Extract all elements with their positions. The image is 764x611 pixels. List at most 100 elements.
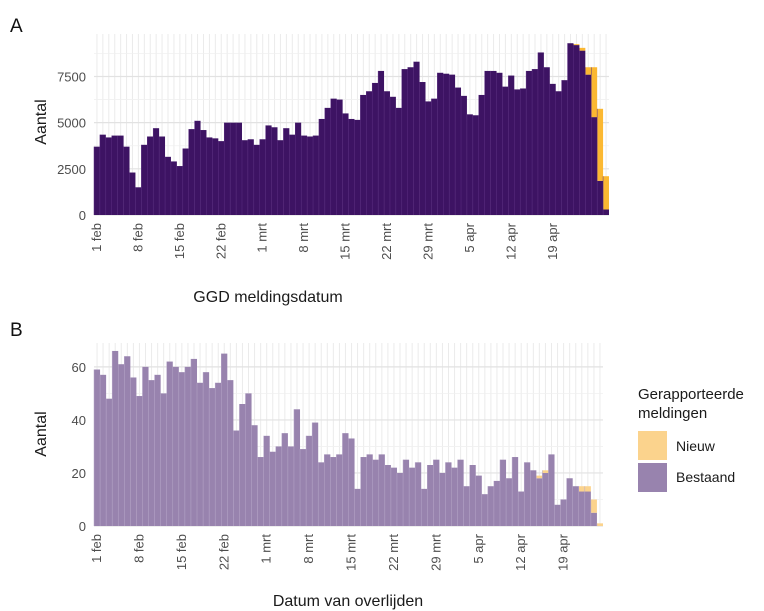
b-bar-bestaand-36 <box>312 422 319 526</box>
b-bar-bestaand-66 <box>493 480 500 526</box>
panel-b-y-axis-title: Aantal <box>33 411 50 456</box>
a-bar-bestaand-58 <box>437 72 444 216</box>
b-bar-bestaand-74 <box>542 472 549 526</box>
a-bar-bestaand-39 <box>324 107 331 215</box>
b-bar-bestaand-25 <box>245 393 252 526</box>
a-bar-bestaand-9 <box>147 136 154 215</box>
b-bar-bestaand-53 <box>415 462 422 526</box>
b-bar-bestaand-37 <box>318 462 325 526</box>
a-bar-bestaand-45 <box>360 94 367 215</box>
a-bar-bestaand-40 <box>330 98 337 215</box>
a-bar-bestaand-33 <box>289 134 296 215</box>
a-bar-bestaand-50 <box>389 96 396 215</box>
a-bar-bestaand-85 <box>597 180 604 215</box>
a-bar-bestaand-68 <box>496 72 503 216</box>
b-bar-bestaand-51 <box>403 459 410 526</box>
a-bar-bestaand-62 <box>461 95 467 215</box>
a-x-tick-label: 1 mrt <box>255 223 270 253</box>
a-bar-bestaand-74 <box>532 69 538 216</box>
a-bar-bestaand-70 <box>508 75 515 215</box>
a-bar-nieuw-86 <box>603 176 609 210</box>
b-bar-bestaand-27 <box>257 457 264 526</box>
b-bar-bestaand-0 <box>94 369 101 526</box>
a-bar-bestaand-72 <box>520 88 527 215</box>
a-bar-bestaand-76 <box>543 67 550 215</box>
a-bar-bestaand-59 <box>443 73 450 215</box>
a-x-tick-label: 29 mrt <box>420 223 435 260</box>
b-bar-bestaand-24 <box>239 404 246 526</box>
a-bar-bestaand-86 <box>603 209 609 215</box>
a-bar-bestaand-31 <box>277 140 284 215</box>
a-bar-bestaand-11 <box>159 136 166 215</box>
b-bar-bestaand-70 <box>518 491 525 526</box>
a-bar-bestaand-75 <box>537 52 544 215</box>
b-bar-nieuw-81 <box>584 486 591 492</box>
b-bar-bestaand-16 <box>190 358 198 526</box>
a-bar-bestaand-80 <box>567 43 574 215</box>
b-x-tick-label: 15 mrt <box>344 534 359 571</box>
b-x-tick-label: 29 mrt <box>428 534 443 571</box>
b-bar-bestaand-79 <box>572 486 579 526</box>
a-bar-bestaand-4 <box>117 135 124 215</box>
a-bar-bestaand-60 <box>449 74 456 215</box>
b-bar-bestaand-65 <box>487 486 494 526</box>
b-x-tick-label: 19 apr <box>556 533 571 571</box>
a-bar-bestaand-49 <box>384 91 390 215</box>
b-bar-bestaand-12 <box>166 361 173 526</box>
a-bar-nieuw-85 <box>597 108 604 181</box>
b-bar-bestaand-39 <box>330 457 337 526</box>
a-bar-nieuw-82 <box>579 47 586 51</box>
a-bar-bestaand-38 <box>318 118 325 215</box>
panel-a-y-ticks: 0 2500 5000 7500 <box>57 69 86 223</box>
b-bar-bestaand-56 <box>433 459 440 526</box>
a-bar-bestaand-48 <box>378 70 385 215</box>
panel-b-x-ticks: 1 feb 8 feb 15 feb 22 feb 1 mrt 8 mrt 15 mrt 22… <box>89 533 571 571</box>
b-y-tick-label: 0 <box>79 519 86 534</box>
b-bar-bestaand-8 <box>142 366 149 526</box>
b-bar-bestaand-47 <box>378 454 385 526</box>
panel-a-x-axis-title: GGD meldingsdatum <box>193 289 342 306</box>
a-x-tick-label: 12 apr <box>503 222 518 260</box>
b-bar-bestaand-54 <box>421 488 428 526</box>
panel-b-y-ticks: 0 20 40 60 <box>72 360 86 534</box>
a-bar-nieuw-81 <box>573 44 580 46</box>
a-bar-bestaand-27 <box>253 144 260 215</box>
b-bar-nieuw-83 <box>596 523 603 526</box>
b-bar-bestaand-31 <box>281 433 288 526</box>
b-x-tick-label: 1 feb <box>89 534 104 563</box>
b-bar-nieuw-82 <box>590 499 597 513</box>
b-y-tick-label: 60 <box>72 360 86 375</box>
b-bar-bestaand-14 <box>178 372 185 526</box>
b-bar-nieuw-80 <box>578 486 585 492</box>
b-bar-bestaand-64 <box>481 494 488 526</box>
a-bar-bestaand-35 <box>301 135 308 215</box>
a-y-tick-label: 0 <box>79 208 86 223</box>
b-bar-bestaand-7 <box>136 396 143 526</box>
b-bar-bestaand-10 <box>154 374 161 526</box>
a-bar-bestaand-67 <box>490 70 497 215</box>
b-bar-bestaand-20 <box>215 382 222 526</box>
a-bar-bestaand-29 <box>265 125 272 215</box>
a-bar-bestaand-77 <box>549 83 556 216</box>
b-bar-bestaand-52 <box>409 467 416 526</box>
b-x-tick-label: 8 mrt <box>301 534 316 564</box>
b-bar-bestaand-22 <box>227 380 234 526</box>
b-bar-bestaand-15 <box>184 366 191 526</box>
a-bar-bestaand-64 <box>472 115 479 215</box>
b-bar-bestaand-30 <box>275 446 282 526</box>
b-x-tick-label: 12 apr <box>513 533 528 571</box>
b-bar-bestaand-55 <box>427 465 434 526</box>
a-bar-nieuw-83 <box>585 67 592 75</box>
b-bar-bestaand-57 <box>439 472 446 526</box>
b-bar-bestaand-81 <box>584 491 591 526</box>
b-bar-bestaand-76 <box>554 504 561 526</box>
b-bar-bestaand-77 <box>560 499 567 526</box>
a-bar-bestaand-57 <box>431 98 438 215</box>
b-bar-bestaand-62 <box>469 465 476 526</box>
a-x-tick-label: 5 apr <box>462 222 477 252</box>
b-bar-bestaand-44 <box>360 457 367 526</box>
a-bar-bestaand-66 <box>484 70 491 215</box>
a-bar-bestaand-13 <box>170 161 177 215</box>
a-x-tick-label: 22 mrt <box>379 223 394 260</box>
